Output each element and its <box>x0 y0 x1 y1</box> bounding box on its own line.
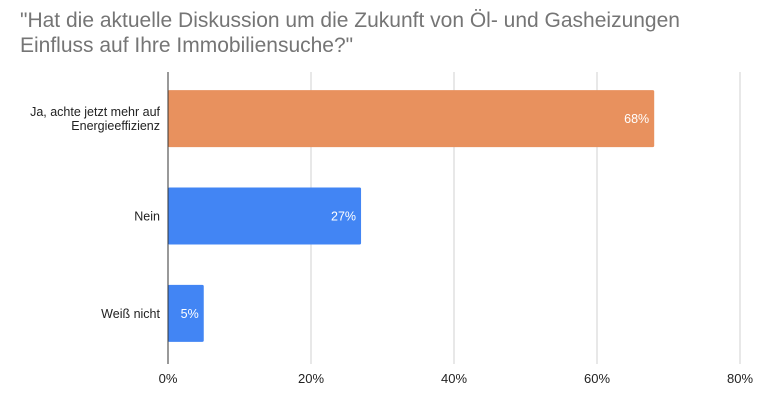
x-tick-label: 60% <box>584 371 610 386</box>
chart-title: "Hat die aktuelle Diskussion um die Zuku… <box>20 9 680 57</box>
data-label: 27% <box>331 210 356 224</box>
category-label: Ja, achte jetzt mehr auf <box>30 105 160 119</box>
data-label: 5% <box>181 307 199 321</box>
category-label: Nein <box>134 210 160 224</box>
bar <box>168 90 655 148</box>
category-label: Weiß nicht <box>101 307 160 321</box>
x-tick-label: 0% <box>159 371 178 386</box>
x-tick-label: 20% <box>298 371 324 386</box>
category-label: Energieeffizienz <box>71 119 160 133</box>
bar <box>168 284 204 342</box>
x-tick-label: 40% <box>441 371 467 386</box>
data-label: 68% <box>624 112 649 126</box>
bar <box>168 187 362 245</box>
x-tick-label: 80% <box>727 371 753 386</box>
